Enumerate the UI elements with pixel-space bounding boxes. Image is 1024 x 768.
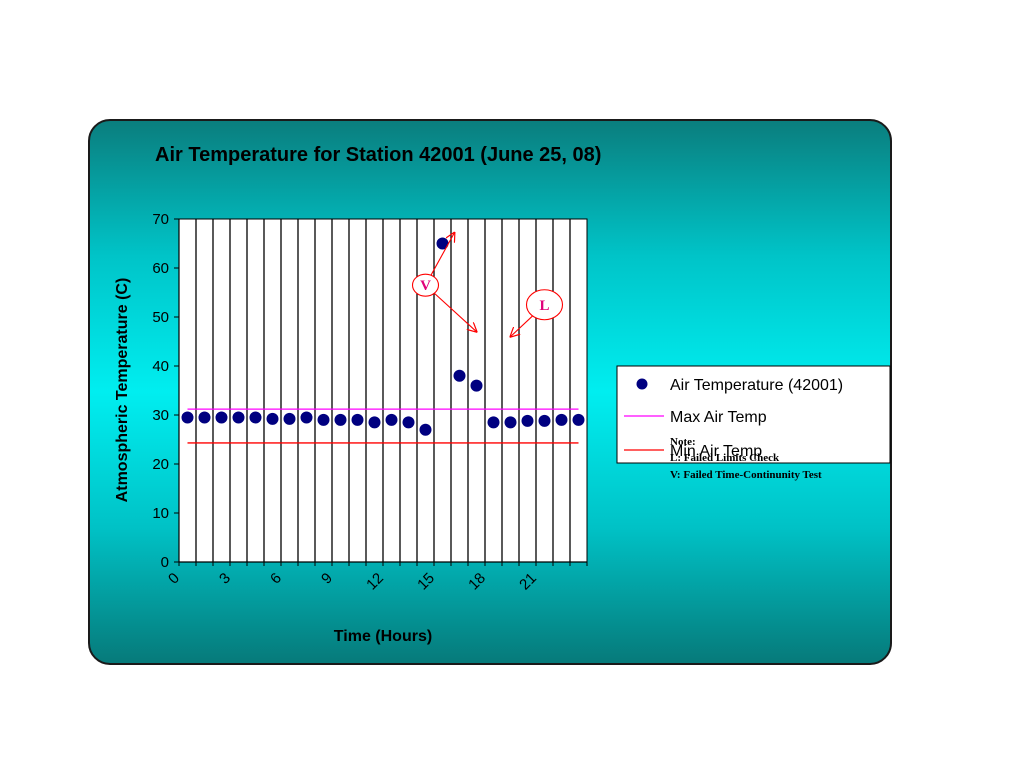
y-tick-label-10: 10	[152, 505, 169, 522]
data-point-5	[266, 412, 279, 425]
data-point-13	[402, 416, 415, 429]
x-tick-label-18: 18	[465, 570, 489, 594]
data-point-18	[487, 416, 500, 429]
data-point-3	[232, 411, 245, 424]
y-tick-label-50: 50	[152, 309, 169, 326]
data-point-0	[181, 411, 194, 424]
data-point-14	[419, 423, 432, 436]
y-axis-title: Atmospheric Temperature (C)	[114, 278, 131, 503]
annotation-arrow-0-1	[434, 293, 477, 331]
chart-panel: Air Temperature for Station 42001 (June …	[88, 119, 892, 665]
note-heading: Note:	[670, 436, 696, 448]
data-point-6	[283, 412, 296, 425]
legend-label-air-temp: Air Temperature (42001)	[670, 377, 843, 394]
chart-title: Air Temperature for Station 42001 (June …	[155, 144, 601, 166]
x-tick-label-0: 0	[165, 570, 183, 588]
data-point-21	[538, 414, 551, 427]
data-point-23	[572, 413, 585, 426]
note-line-limits: L: Failed Limits Check	[670, 452, 780, 464]
data-point-8	[317, 413, 330, 426]
y-tick-label-20: 20	[152, 456, 169, 473]
x-tick-label-3: 3	[216, 570, 234, 588]
data-point-16	[453, 369, 466, 382]
y-tick-label-0: 0	[161, 554, 169, 571]
legend-label-min-air-temp: Min Air Temp	[670, 443, 762, 460]
x-tick-label-9: 9	[318, 570, 336, 588]
data-point-15	[436, 237, 449, 250]
x-axis-title: Time (Hours)	[334, 628, 432, 645]
y-tick-label-40: 40	[152, 358, 169, 375]
data-point-10	[351, 413, 364, 426]
y-tick-label-30: 30	[152, 407, 169, 424]
annotation-label-l: L	[539, 298, 549, 314]
data-points	[181, 237, 585, 436]
note-line-continuity: V: Failed Time-Continunity Test	[670, 469, 822, 481]
annotation-arrow-0-0	[430, 233, 454, 276]
data-point-19	[504, 416, 517, 429]
limit-lines	[187, 408, 579, 444]
data-point-20	[521, 414, 534, 427]
x-tick-label-6: 6	[267, 570, 285, 588]
note: Note: L: Failed Limits Check V: Failed T…	[670, 436, 822, 481]
legend: Air Temperature (42001) Max Air Temp Min…	[616, 365, 891, 464]
annotation-label-v: V	[420, 278, 431, 294]
data-point-2	[215, 411, 228, 424]
data-point-4	[249, 411, 262, 424]
data-point-1	[198, 411, 211, 424]
legend-label-max-air-temp: Max Air Temp	[670, 409, 767, 426]
x-tick-label-15: 15	[414, 570, 438, 594]
data-point-17	[470, 379, 483, 392]
data-point-7	[300, 411, 313, 424]
legend-box	[616, 365, 891, 464]
axes: 0 10 20 30 40 50 60 70 0 3 6 9 12 15 18 21	[152, 211, 588, 594]
x-tick-label-21: 21	[516, 570, 540, 594]
air-temperature-chart: Air Temperature for Station 42001 (June …	[114, 144, 891, 645]
y-tick-label-70: 70	[152, 211, 169, 228]
data-point-22	[555, 413, 568, 426]
data-point-12	[385, 413, 398, 426]
annotation-arrow-1-0	[511, 312, 536, 336]
y-tick-label-60: 60	[152, 260, 169, 277]
data-point-9	[334, 413, 347, 426]
annotation-bubble-v	[411, 273, 440, 297]
x-tick-label-12: 12	[363, 570, 387, 594]
legend-marker-air-temp	[636, 378, 648, 390]
annotation-bubble-l	[525, 289, 564, 321]
data-point-11	[368, 416, 381, 429]
annotations: VL	[411, 233, 564, 337]
